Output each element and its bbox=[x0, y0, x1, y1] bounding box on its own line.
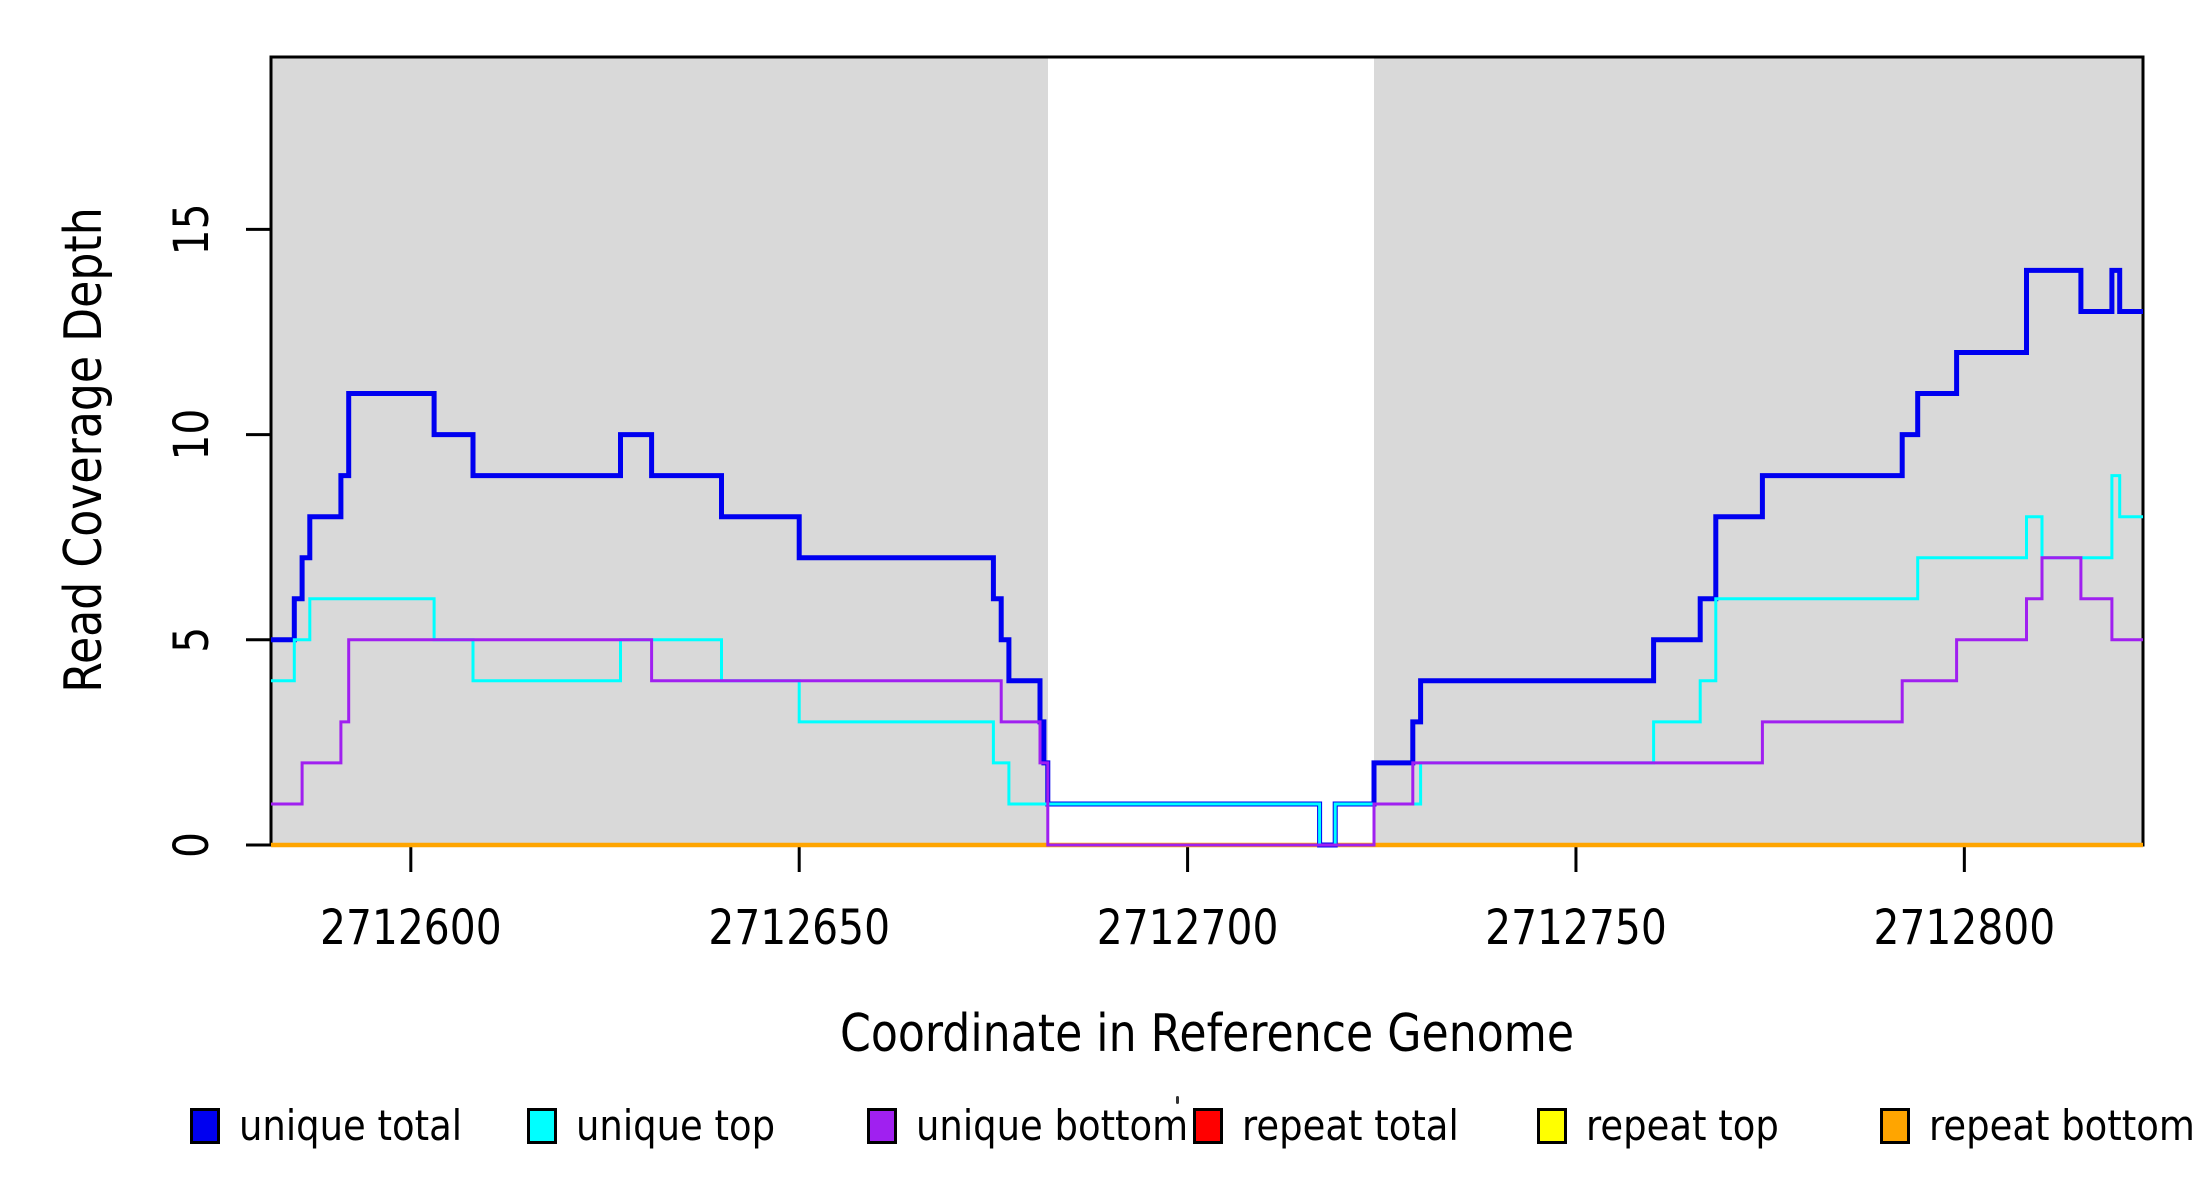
legend-label: repeat top bbox=[1586, 1101, 1779, 1150]
legend-item-unique-total: unique total bbox=[190, 1104, 492, 1148]
legend-label: unique top bbox=[576, 1101, 776, 1150]
legend-swatch-icon bbox=[190, 1108, 220, 1144]
legend-item-repeat-bottom: repeat bottom bbox=[1880, 1104, 2200, 1148]
y-tick-label-3: 15 bbox=[164, 203, 220, 255]
legend-label: repeat total bbox=[1242, 1101, 1459, 1150]
coverage-plot-canvas: 2712600 2712650 2712700 2712750 2712800 0 5 10 1… bbox=[164, 55, 2145, 956]
y-tick-label-2: 10 bbox=[164, 409, 220, 461]
x-tick-label-4: 2712800 bbox=[1874, 900, 2056, 956]
x-tick-label-2: 2712700 bbox=[1097, 900, 1279, 956]
legend-label: unique bottom bbox=[916, 1101, 1189, 1150]
legend-item-repeat-total: repeat total bbox=[1193, 1104, 1488, 1148]
legend-item-repeat-top: repeat top bbox=[1537, 1104, 1805, 1148]
legend-item-unique-top: unique top bbox=[527, 1104, 802, 1148]
legend-label: repeat bottom bbox=[1929, 1101, 2195, 1150]
legend-item-unique-bottom: unique bottom bbox=[867, 1104, 1225, 1148]
legend-label: unique total bbox=[239, 1101, 463, 1150]
legend-swatch-icon bbox=[1537, 1108, 1567, 1144]
y-axis-title: Read Coverage Depth bbox=[54, 207, 114, 693]
region-covered-right bbox=[1374, 57, 2143, 845]
x-tick-label-1: 2712650 bbox=[708, 900, 890, 956]
series-unique-bottom bbox=[271, 556, 2143, 847]
x-axis-title: Coordinate in Reference Genome bbox=[839, 1004, 1575, 1064]
y-tick-label-1: 5 bbox=[164, 627, 220, 653]
stray-point-artifact bbox=[1176, 1096, 1179, 1104]
legend-swatch-icon bbox=[867, 1108, 897, 1144]
legend-swatch-icon bbox=[527, 1108, 557, 1144]
region-covered-left bbox=[271, 57, 1048, 845]
y-tick-label-0: 0 bbox=[164, 832, 220, 858]
x-tick-label-0: 2712600 bbox=[320, 900, 502, 956]
legend-swatch-icon bbox=[1880, 1108, 1910, 1144]
x-tick-label-3: 2712750 bbox=[1485, 900, 1667, 956]
region-gap bbox=[1047, 57, 1375, 845]
legend-swatch-icon bbox=[1193, 1108, 1223, 1144]
